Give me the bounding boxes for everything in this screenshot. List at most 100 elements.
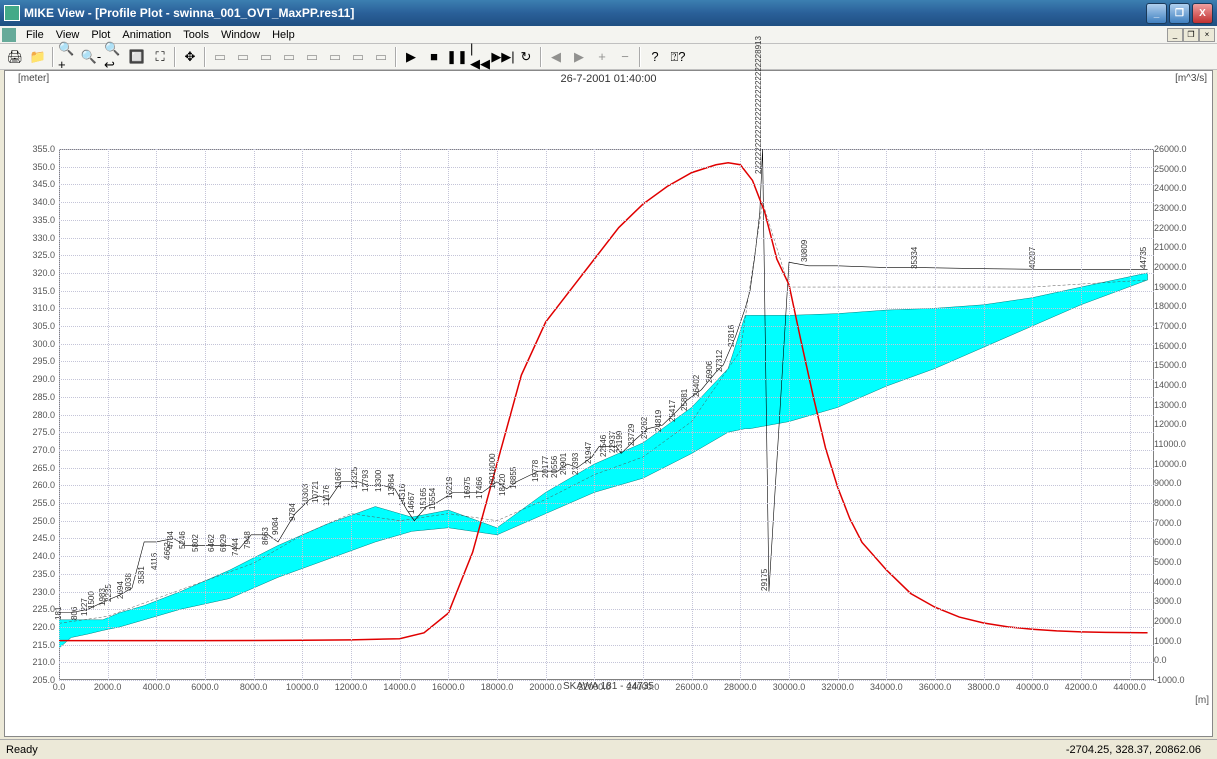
select8-button: ▭ <box>370 46 392 68</box>
chainage-label: 13300 <box>374 470 383 492</box>
chainage-label: 10721 <box>311 481 320 503</box>
plot-timestamp: 26-7-2001 01:40:00 <box>560 73 656 85</box>
pause-button[interactable]: ❚❚ <box>446 46 468 68</box>
chainage-label: 35334 <box>910 247 919 269</box>
xtick: 20000.0 <box>529 682 562 692</box>
ytick-right: 19000.0 <box>1154 282 1198 292</box>
xtick: 2000.0 <box>94 682 122 692</box>
chainage-label: 22546 <box>599 435 608 457</box>
maximize-button[interactable]: ❐ <box>1169 3 1190 24</box>
ytick-left: 335.0 <box>27 215 55 225</box>
ytick-left: 225.0 <box>27 604 55 614</box>
chainage-label: 7948 <box>243 531 252 549</box>
app-icon <box>4 5 20 21</box>
mdi-close-button[interactable]: × <box>1199 28 1215 42</box>
chainage-label: 4784 <box>166 531 175 549</box>
zoom-window-button[interactable]: 🔲 <box>126 46 148 68</box>
chainage-label: 26402 <box>692 374 701 396</box>
ytick-left: 320.0 <box>27 268 55 278</box>
whatsthis-button[interactable]: ⍰? <box>667 46 689 68</box>
xtick: 40000.0 <box>1016 682 1049 692</box>
ytick-left: 230.0 <box>27 587 55 597</box>
ytick-left: 325.0 <box>27 250 55 260</box>
chainage-label: 44735 <box>1139 247 1148 269</box>
menu-animation[interactable]: Animation <box>116 27 177 43</box>
xtick: 18000.0 <box>481 682 514 692</box>
open-button[interactable]: 📁 <box>27 46 49 68</box>
menu-file[interactable]: File <box>20 27 50 43</box>
step-fwd-button[interactable]: ▶▶| <box>492 46 514 68</box>
ytick-left: 290.0 <box>27 374 55 384</box>
ytick-right: 22000.0 <box>1154 223 1198 233</box>
ytick-right: 16000.0 <box>1154 341 1198 351</box>
xtick: 44000.0 <box>1113 682 1146 692</box>
chainage-label: 23729 <box>627 424 636 446</box>
zoom-prev-button[interactable]: 🔍↩ <box>103 46 125 68</box>
reload-button[interactable]: ↻ <box>515 46 537 68</box>
ytick-right: 21000.0 <box>1154 242 1198 252</box>
step-back-button[interactable]: |◀◀ <box>469 46 491 68</box>
menu-tools[interactable]: Tools <box>177 27 215 43</box>
ytick-right: 24000.0 <box>1154 183 1198 193</box>
select5-button: ▭ <box>301 46 323 68</box>
menu-window[interactable]: Window <box>215 27 266 43</box>
ytick-left: 330.0 <box>27 233 55 243</box>
zoom-in-button[interactable]: 🔍+ <box>57 46 79 68</box>
ytick-right: 8000.0 <box>1154 498 1198 508</box>
chainage-label: 24819 <box>654 410 663 432</box>
chainage-label: 5802 <box>191 535 200 553</box>
status-coords: -2704.25, 328.37, 20862.06 <box>1066 744 1211 756</box>
ytick-right: 5000.0 <box>1154 557 1198 567</box>
xtick: 4000.0 <box>143 682 171 692</box>
print-button[interactable]: 🖨 <box>4 46 26 68</box>
ytick-left: 255.0 <box>27 498 55 508</box>
plot-area[interactable]: 1818061227150019832235269430383581411646… <box>4 70 1213 737</box>
minimize-button[interactable]: _ <box>1146 3 1167 24</box>
mdi-window-buttons: _ ❐ × <box>1167 28 1215 42</box>
statusbar: Ready -2704.25, 328.37, 20862.06 <box>0 739 1217 759</box>
ytick-right: 25000.0 <box>1154 164 1198 174</box>
ytick-right: 10000.0 <box>1154 459 1198 469</box>
xtick: 6000.0 <box>191 682 219 692</box>
chainage-label: 8663 <box>261 528 270 546</box>
chainage-label: 6929 <box>219 535 228 553</box>
window-title: MIKE View - [Profile Plot - swinna_001_O… <box>24 6 1146 20</box>
xtick: 34000.0 <box>870 682 903 692</box>
ytick-right: 12000.0 <box>1154 419 1198 429</box>
window-buttons: _ ❐ X <box>1146 3 1213 24</box>
pan-button[interactable]: ✥ <box>179 46 201 68</box>
menu-help[interactable]: Help <box>266 27 301 43</box>
ytick-right: 17000.0 <box>1154 321 1198 331</box>
xtick: 10000.0 <box>286 682 319 692</box>
arrow-right-button: ▶ <box>568 46 590 68</box>
mdi-minimize-button[interactable]: _ <box>1167 28 1183 42</box>
zoom-out-button[interactable]: 🔍- <box>80 46 102 68</box>
ytick-left: 305.0 <box>27 321 55 331</box>
ytick-left: 220.0 <box>27 622 55 632</box>
stop-button[interactable]: ■ <box>423 46 445 68</box>
close-button[interactable]: X <box>1192 3 1213 24</box>
play-button[interactable]: ▶ <box>400 46 422 68</box>
help-button[interactable]: ? <box>644 46 666 68</box>
ytick-right: 3000.0 <box>1154 596 1198 606</box>
toolbar: 🖨📁🔍+🔍-🔍↩🔲⛶✥▭▭▭▭▭▭▭▭▶■❚❚|◀◀▶▶|↻◀▶+−?⍰? <box>0 44 1217 70</box>
ytick-left: 265.0 <box>27 463 55 473</box>
chainage-label: 25881 <box>680 389 689 411</box>
chainage-label: 19778 <box>531 459 540 481</box>
plus-button: + <box>591 46 613 68</box>
xtick: 26000.0 <box>675 682 708 692</box>
ytick-right: 0.0 <box>1154 655 1198 665</box>
zoom-full-button[interactable]: ⛶ <box>149 46 171 68</box>
select4-button: ▭ <box>278 46 300 68</box>
titlebar: MIKE View - [Profile Plot - swinna_001_O… <box>0 0 1217 26</box>
select1-button: ▭ <box>209 46 231 68</box>
mdi-restore-button[interactable]: ❐ <box>1183 28 1199 42</box>
ytick-left: 250.0 <box>27 516 55 526</box>
ytick-left: 205.0 <box>27 675 55 685</box>
select7-button: ▭ <box>347 46 369 68</box>
chainage-label: 5246 <box>178 531 187 549</box>
ytick-right: 23000.0 <box>1154 203 1198 213</box>
ytick-left: 350.0 <box>27 162 55 172</box>
chainage-label: 2222222222222222222222222228913 <box>754 36 763 174</box>
ytick-left: 235.0 <box>27 569 55 579</box>
